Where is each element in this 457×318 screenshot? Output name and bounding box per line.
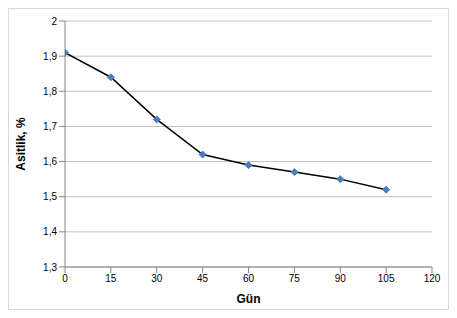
svg-text:0: 0 xyxy=(62,273,68,284)
svg-text:30: 30 xyxy=(151,273,163,284)
svg-text:1,7: 1,7 xyxy=(43,121,57,132)
svg-text:60: 60 xyxy=(243,273,255,284)
svg-text:1,5: 1,5 xyxy=(43,191,57,202)
svg-text:Asitlik, %: Asitlik, % xyxy=(14,117,28,171)
svg-text:1,8: 1,8 xyxy=(43,86,57,97)
svg-text:1,3: 1,3 xyxy=(43,262,57,273)
svg-text:45: 45 xyxy=(197,273,209,284)
svg-text:Gün: Gün xyxy=(237,292,261,306)
svg-text:75: 75 xyxy=(289,273,301,284)
svg-text:105: 105 xyxy=(378,273,395,284)
svg-text:90: 90 xyxy=(335,273,347,284)
svg-text:1,6: 1,6 xyxy=(43,156,57,167)
svg-text:120: 120 xyxy=(424,273,441,284)
svg-text:1,9: 1,9 xyxy=(43,51,57,62)
svg-text:2: 2 xyxy=(51,16,57,27)
svg-text:1,4: 1,4 xyxy=(43,226,57,237)
svg-text:15: 15 xyxy=(105,273,117,284)
